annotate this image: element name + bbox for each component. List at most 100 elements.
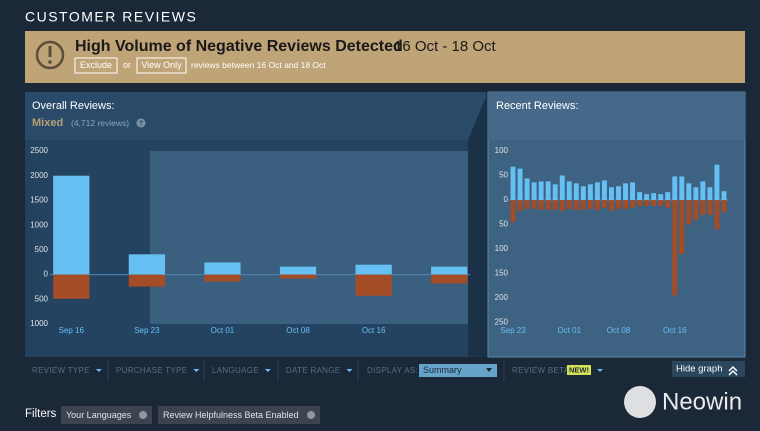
overall-label: Overall Reviews:	[32, 100, 115, 112]
bar	[721, 191, 727, 200]
overall-header	[25, 92, 486, 140]
bar	[538, 181, 544, 200]
dropdown-arrow[interactable]	[193, 369, 200, 372]
watermark: Neowin	[662, 388, 742, 415]
overall-count: (4,712 reviews)	[71, 118, 129, 128]
recent-header	[488, 92, 745, 140]
alert-icon	[35, 40, 65, 70]
filter-dropdown[interactable]: LANGUAGE	[212, 366, 259, 375]
bar	[693, 200, 699, 220]
y-tick-label: 50	[499, 171, 508, 180]
bar	[609, 187, 614, 200]
bar	[431, 274, 468, 284]
bar	[128, 274, 166, 287]
help-icon[interactable]	[136, 118, 146, 128]
bar	[665, 200, 671, 208]
hide-arrow[interactable]	[728, 369, 738, 376]
bar	[566, 200, 572, 209]
bar	[616, 200, 621, 209]
bar	[587, 200, 593, 209]
filter-chip-text[interactable]: Review Helpfulness Beta Enabled	[163, 410, 299, 420]
alert-icon-bar	[48, 46, 52, 57]
bar	[517, 200, 523, 211]
bar	[279, 266, 317, 275]
exclude-button[interactable]	[74, 57, 118, 74]
bar	[524, 178, 530, 200]
bar	[204, 274, 241, 282]
watermark-logo	[624, 386, 656, 418]
bar	[53, 175, 90, 275]
bar	[510, 166, 516, 200]
bar	[552, 200, 558, 210]
bar	[587, 184, 593, 200]
view-only-button[interactable]	[136, 57, 187, 74]
filter-chip-text[interactable]: Your Languages	[66, 410, 132, 420]
bar	[566, 181, 572, 200]
bar	[609, 200, 614, 211]
x-tick-label: Oct 16	[663, 326, 687, 335]
filter-dropdown[interactable]: DATE RANGE	[286, 366, 340, 375]
bar	[686, 183, 692, 200]
x-tick-label: Oct 08	[607, 326, 631, 335]
y-tick-label: 0	[44, 270, 49, 279]
bar	[672, 176, 678, 200]
dropdown-arrow[interactable]	[95, 369, 102, 372]
select-arrow[interactable]	[486, 368, 492, 372]
y-tick-label: 1000	[30, 319, 48, 328]
bar	[630, 200, 636, 208]
x-tick-label: Oct 16	[362, 326, 386, 335]
bar	[658, 194, 664, 200]
y-tick-label: 500	[35, 245, 49, 254]
bar	[524, 200, 530, 209]
bar	[431, 266, 468, 275]
bar	[644, 200, 650, 206]
bar	[686, 200, 692, 225]
filter-dropdown[interactable]: PURCHASE TYPE	[116, 366, 187, 375]
bar	[580, 200, 586, 210]
y-tick-label: 100	[495, 146, 509, 155]
exclude-label[interactable]: Exclude	[80, 60, 112, 70]
bar	[637, 200, 643, 206]
filter-chip[interactable]	[158, 406, 320, 424]
y-tick-label: 1500	[30, 196, 48, 205]
beta-arrow[interactable]	[597, 369, 603, 372]
hide-graph-button[interactable]	[672, 361, 745, 377]
y-tick-label: 150	[495, 269, 509, 278]
bar	[531, 182, 537, 200]
bar	[601, 180, 607, 200]
display-select[interactable]	[419, 364, 497, 377]
y-tick-label: 50	[499, 220, 508, 229]
dropdown-arrow[interactable]	[346, 369, 353, 372]
y-tick-label: 200	[495, 293, 509, 302]
bar	[707, 187, 713, 200]
x-tick-label: Sep 23	[134, 326, 160, 335]
alert-title: High Volume of Negative Reviews Detected	[75, 38, 403, 55]
section-title: CUSTOMER REVIEWS	[25, 9, 197, 25]
alert-note: reviews between 16 Oct and 18 Oct	[191, 60, 326, 70]
x-tick-label: Oct 01	[557, 326, 581, 335]
bar	[623, 183, 628, 200]
bar	[204, 262, 241, 275]
bar	[355, 264, 392, 275]
bar	[580, 186, 586, 200]
filter-chip[interactable]	[61, 406, 152, 424]
bar	[644, 194, 650, 200]
display-value[interactable]: Summary	[423, 365, 462, 375]
bar	[721, 200, 727, 213]
bar	[651, 193, 657, 200]
filters-label: Filters	[25, 408, 57, 420]
chip-close[interactable]	[139, 411, 147, 419]
or-text: or	[123, 60, 131, 70]
hide-arrow[interactable]	[728, 365, 738, 372]
bar	[538, 200, 544, 210]
bar	[545, 200, 551, 210]
filter-dropdown[interactable]: REVIEW TYPE	[32, 366, 90, 375]
help-mark[interactable]: ?	[139, 120, 143, 127]
filter-bar	[25, 359, 745, 383]
view-only-label[interactable]: View Only	[141, 60, 182, 70]
chip-close[interactable]	[307, 411, 315, 419]
hide-graph-label[interactable]: Hide graph	[676, 364, 722, 375]
beta-label[interactable]: REVIEW BETA	[512, 366, 570, 375]
bar	[128, 254, 166, 275]
dropdown-arrow[interactable]	[264, 369, 271, 372]
